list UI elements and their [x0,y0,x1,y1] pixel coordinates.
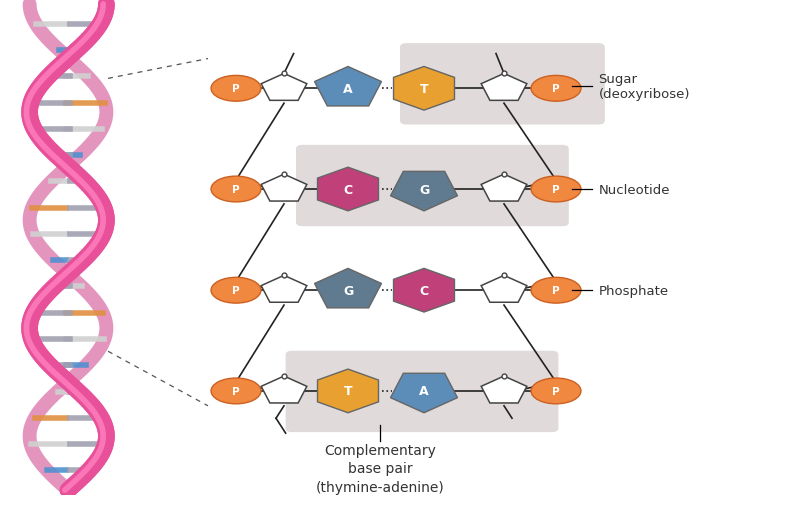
Text: A: A [343,83,353,95]
Text: Complementary
base pair
(thymine-adenine): Complementary base pair (thymine-adenine… [316,443,444,494]
Polygon shape [261,74,307,101]
Text: G: G [343,284,353,297]
Polygon shape [481,175,527,201]
Ellipse shape [531,177,581,203]
Text: P: P [552,286,560,295]
Text: P: P [232,286,240,295]
Polygon shape [261,376,307,403]
Text: Sugar
(deoxyribose): Sugar (deoxyribose) [598,73,690,100]
Polygon shape [318,369,378,413]
Text: P: P [552,386,560,396]
Text: C: C [343,183,353,196]
Polygon shape [481,276,527,302]
Text: T: T [344,385,352,397]
Text: Nucleotide: Nucleotide [598,183,670,196]
Text: P: P [552,84,560,94]
Polygon shape [481,376,527,403]
Polygon shape [314,269,382,308]
Text: G: G [419,183,429,196]
FancyBboxPatch shape [296,145,569,227]
Polygon shape [394,67,454,111]
Polygon shape [314,67,382,107]
Text: Phosphate: Phosphate [598,284,669,297]
FancyBboxPatch shape [400,44,605,125]
Text: C: C [419,284,429,297]
Ellipse shape [211,378,261,404]
FancyBboxPatch shape [286,351,558,432]
Polygon shape [481,74,527,101]
Text: A: A [419,385,429,397]
Text: P: P [232,386,240,396]
Polygon shape [261,276,307,302]
Text: P: P [232,84,240,94]
Text: P: P [552,185,560,194]
Polygon shape [394,269,454,313]
Polygon shape [261,175,307,201]
Ellipse shape [531,76,581,102]
Text: T: T [420,83,428,95]
Ellipse shape [211,278,261,304]
Ellipse shape [531,278,581,304]
Ellipse shape [211,177,261,203]
Ellipse shape [531,378,581,404]
Polygon shape [390,374,458,413]
Text: P: P [232,185,240,194]
Ellipse shape [211,76,261,102]
Polygon shape [390,172,458,212]
Polygon shape [318,168,378,212]
